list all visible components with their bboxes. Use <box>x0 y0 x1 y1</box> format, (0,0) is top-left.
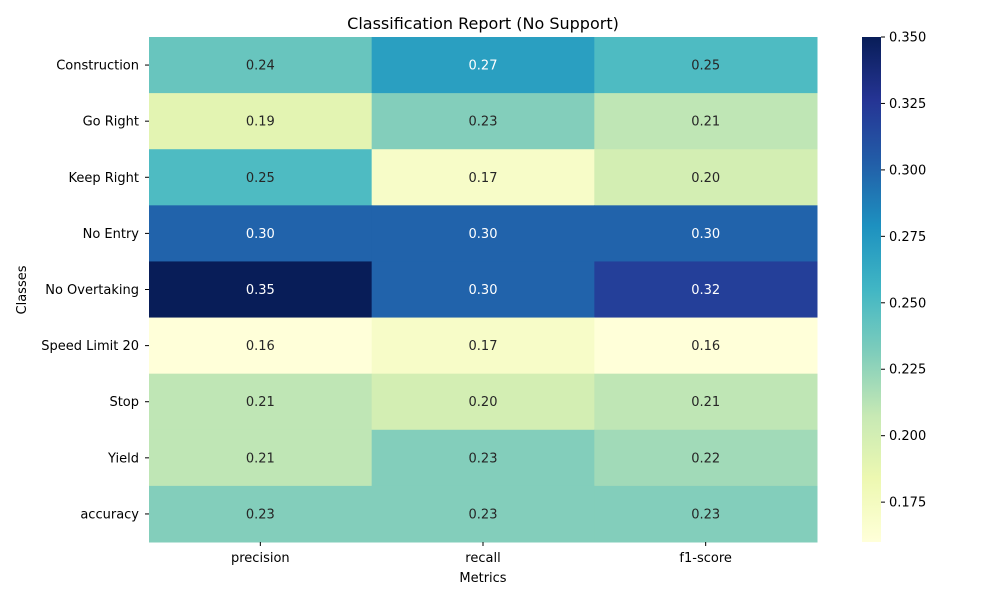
cell-value-label: 0.35 <box>246 283 275 298</box>
cell-value-label: 0.23 <box>246 507 275 522</box>
cell-value-label: 0.20 <box>691 171 720 186</box>
cell-value-label: 0.30 <box>469 283 498 298</box>
heatmap-cell <box>594 93 818 150</box>
cell-value-label: 0.16 <box>246 339 275 354</box>
heatmap-cell <box>371 429 595 487</box>
heatmap-cell <box>371 205 595 262</box>
cell-value-label: 0.24 <box>246 59 275 74</box>
cell-value-label: 0.23 <box>469 451 498 466</box>
heatmap-cell <box>371 93 595 150</box>
row-tick-label: No Entry <box>83 227 140 242</box>
heatmap-cell <box>594 317 818 375</box>
heatmap-cell <box>149 485 373 543</box>
cell-value-label: 0.17 <box>469 339 498 354</box>
cell-value-label: 0.30 <box>469 227 498 242</box>
cell-value-label: 0.21 <box>691 115 720 130</box>
cell-value-label: 0.21 <box>246 395 275 410</box>
colorbar-tick-label: 0.175 <box>889 496 926 511</box>
heatmap-cells: 0.24 0.27 0.25 0.19 0.23 0.21 0.25 0.17 0.20 0.30… <box>149 37 818 543</box>
heatmap-cell <box>594 485 818 543</box>
column-tick-label: f1-score <box>679 551 731 566</box>
colorbar-tick-label: 0.350 <box>889 31 926 46</box>
colorbar-tick-label: 0.275 <box>889 230 926 245</box>
cell-value-label: 0.25 <box>246 171 275 186</box>
heatmap-cell <box>149 93 373 150</box>
row-tick-label: Construction <box>56 59 139 74</box>
heatmap-cell <box>594 261 818 319</box>
cell-value-label: 0.23 <box>469 507 498 522</box>
heatmap-cell <box>371 485 595 543</box>
heatmap-cell <box>371 149 595 206</box>
column-tick-labels: precision recall f1-score <box>231 542 732 566</box>
heatmap-cell <box>371 373 595 431</box>
row-tick-label: Go Right <box>83 115 139 130</box>
row-tick-label: Keep Right <box>69 171 140 186</box>
row-tick-labels: Construction Go Right Keep Right No Entry No… <box>41 59 149 522</box>
heatmap-cell <box>149 373 373 431</box>
y-axis-title: Classes <box>15 265 30 314</box>
colorbar-ticks: 0.175 0.200 0.225 0.250 0.275 0.300 0.325 0.350 <box>881 31 926 511</box>
cell-value-label: 0.25 <box>691 59 720 74</box>
heatmap-cell <box>594 205 818 262</box>
cell-value-label: 0.30 <box>246 227 275 242</box>
heatmap-cell <box>594 373 818 431</box>
heatmap-cell <box>149 205 373 262</box>
row-tick-label: Speed Limit 20 <box>41 339 139 354</box>
heatmap-cell <box>149 429 373 487</box>
cell-value-label: 0.30 <box>691 227 720 242</box>
heatmap-cell <box>149 149 373 206</box>
cell-value-label: 0.27 <box>469 59 498 74</box>
cell-value-label: 0.20 <box>469 395 498 410</box>
colorbar-tick-label: 0.325 <box>889 97 926 112</box>
column-tick-label: recall <box>465 551 500 566</box>
row-tick-label: accuracy <box>80 507 139 522</box>
heatmap-cell <box>149 261 373 319</box>
cell-value-label: 0.17 <box>469 171 498 186</box>
heatmap-cell <box>594 429 818 487</box>
row-tick-label: Stop <box>109 395 139 410</box>
cell-value-label: 0.21 <box>691 395 720 410</box>
colorbar-tick-label: 0.200 <box>889 429 926 444</box>
heatmap-cell <box>371 37 595 94</box>
heatmap-cell <box>594 37 818 94</box>
column-tick-label: precision <box>231 551 290 566</box>
colorbar <box>862 37 881 542</box>
heatmap-cell <box>594 149 818 206</box>
colorbar-tick-label: 0.225 <box>889 363 926 378</box>
heatmap-cell <box>149 37 373 94</box>
colorbar-tick-label: 0.250 <box>889 296 926 311</box>
cell-value-label: 0.22 <box>691 451 720 466</box>
cell-value-label: 0.16 <box>691 339 720 354</box>
cell-value-label: 0.23 <box>691 507 720 522</box>
x-axis-title: Metrics <box>459 571 506 586</box>
heatmap-cell <box>149 317 373 375</box>
row-tick-label: Yield <box>107 451 139 466</box>
row-tick-label: No Overtaking <box>45 283 139 298</box>
chart-title: Classification Report (No Support) <box>347 14 619 33</box>
cell-value-label: 0.19 <box>246 115 275 130</box>
heatmap-cell <box>371 261 595 319</box>
cell-value-label: 0.21 <box>246 451 275 466</box>
cell-value-label: 0.23 <box>469 115 498 130</box>
cell-value-label: 0.32 <box>691 283 720 298</box>
heatmap-cell <box>371 317 595 375</box>
colorbar-tick-label: 0.300 <box>889 163 926 178</box>
